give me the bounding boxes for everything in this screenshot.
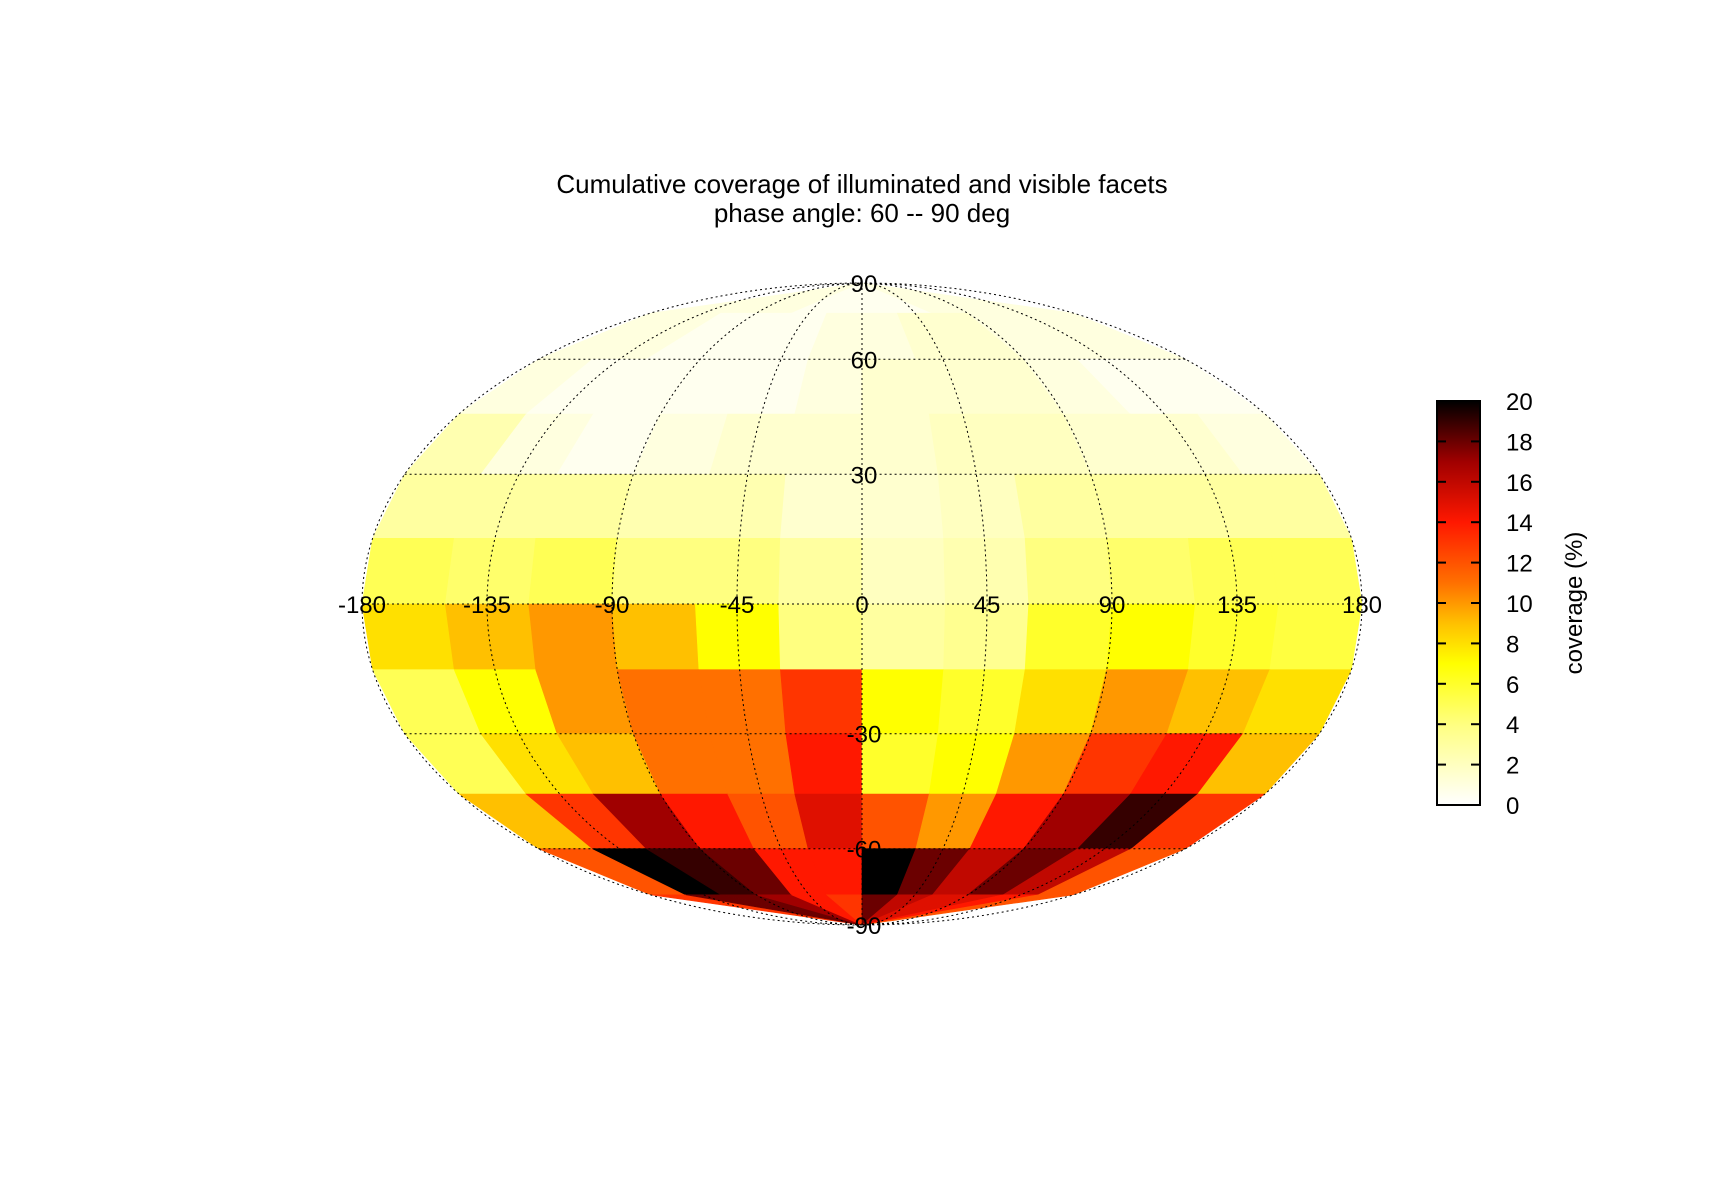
colorbar-tick-label: 2: [1506, 753, 1519, 780]
coverage-cell: [778, 603, 863, 671]
lon-tick-label: -135: [463, 592, 511, 619]
lon-tick-label: -90: [595, 592, 630, 619]
lat-tick-label: 90: [851, 271, 878, 298]
coverage-cell: [861, 537, 946, 605]
colorbar-tick-label: 8: [1506, 631, 1519, 658]
lat-tick-label: -30: [847, 722, 882, 749]
lon-tick-label: -180: [338, 592, 386, 619]
lon-tick-label: 180: [1342, 592, 1382, 619]
colorbar-ticks: 0 2 4 6 8 10 12 14 16 18 20: [1437, 389, 1533, 820]
lat-tick-label: 60: [851, 347, 878, 374]
lon-tick-label: 0: [855, 592, 868, 619]
map-grid: [361, 282, 1363, 926]
meridian-line: [861, 282, 988, 926]
chart-title: Cumulative coverage of illuminated and v…: [556, 169, 1167, 199]
colorbar-tick-label: 10: [1506, 591, 1533, 618]
colorbar-tick-label: 18: [1506, 429, 1533, 456]
colorbar-tick-label: 4: [1506, 712, 1519, 739]
lon-tick-label: 135: [1217, 592, 1257, 619]
coverage-cell: [937, 669, 1026, 735]
lon-tick-label: 90: [1099, 592, 1126, 619]
coverage-cell: [861, 894, 1074, 925]
chart-subtitle: phase angle: 60 -- 90 deg: [714, 198, 1010, 228]
lon-tick-label: 45: [974, 592, 1001, 619]
coverage-cell: [616, 473, 710, 539]
meridian-line: [736, 282, 863, 926]
lon-tick-label: -45: [720, 592, 755, 619]
lat-tick-label: 30: [851, 462, 878, 489]
colorbar-tick-label: 20: [1506, 389, 1533, 416]
colorbar-label: coverage (%): [1561, 532, 1588, 675]
colorbar-tick-label: 0: [1506, 793, 1519, 820]
coverage-cell: [698, 473, 787, 539]
colorbar-tick-label: 14: [1506, 510, 1533, 537]
coverage-cell: [616, 669, 710, 735]
coverage-cell: [861, 603, 946, 671]
lat-tick-label: -90: [847, 913, 882, 940]
coverage-cell: [778, 537, 863, 605]
colorbar-tick-label: 6: [1506, 672, 1519, 699]
coverage-cell: [937, 473, 1026, 539]
map-boundary: [361, 282, 1363, 926]
coverage-cell: [698, 669, 787, 735]
colorbar: 0 2 4 6 8 10 12 14 16 18 20 coverage (%): [1436, 389, 1588, 820]
colorbar-tick-label: 12: [1506, 551, 1533, 578]
lat-tick-label: -60: [847, 837, 882, 864]
colorbar-tick-label: 16: [1506, 470, 1533, 497]
map-labels: -180 -135 -90 -45 0 45 90 135 180 90 60 30 -30 -60 -90: [338, 271, 1382, 940]
